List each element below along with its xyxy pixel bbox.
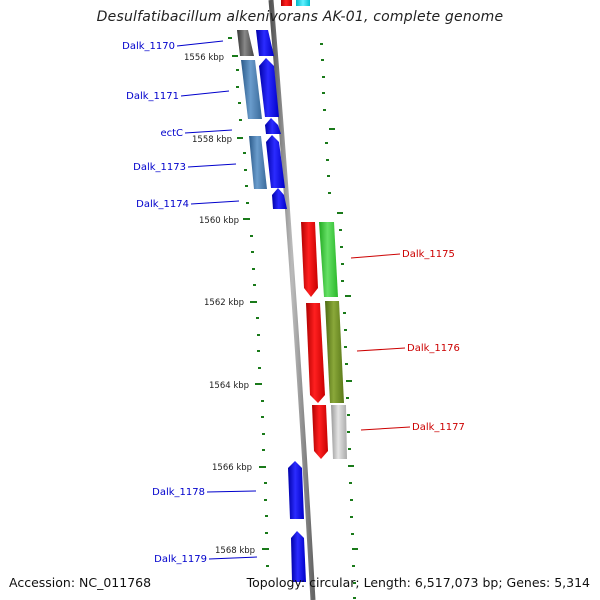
scale-label: 1568 kbp [215, 546, 255, 556]
scale-labels: 1556 kbp 1558 kbp 1560 kbp 1562 kbp 1564… [184, 53, 255, 556]
scale-label: 1564 kbp [209, 381, 249, 391]
gene-arrow [325, 301, 344, 403]
gene-label[interactable]: ectC [160, 128, 183, 139]
left-label-leaders [176, 40, 258, 560]
gene-label[interactable]: Dalk_1179 [154, 554, 207, 565]
gene-arrow [291, 531, 306, 582]
right-gene-arrows [301, 222, 347, 459]
gene-arrow [259, 58, 279, 117]
gene-label[interactable]: Dalk_1178 [152, 487, 205, 498]
scale-track-right [320, 43, 358, 599]
gene-arrow [272, 188, 287, 209]
gene-arrow [331, 405, 347, 459]
sequence-backbone [268, 0, 316, 600]
left-gene-labels: Dalk_1170 Dalk_1171 ectC Dalk_1173 Dalk_… [122, 41, 207, 565]
scale-label: 1558 kbp [192, 135, 232, 145]
scale-label: 1562 kbp [204, 298, 244, 308]
gene-label[interactable]: Dalk_1175 [402, 249, 455, 260]
gene-label[interactable]: Dalk_1177 [412, 422, 465, 433]
gene-arrow [265, 118, 281, 134]
scale-label: 1560 kbp [199, 216, 239, 226]
accession-label: Accession: NC_011768 [9, 575, 152, 590]
gene-arrow [249, 136, 267, 189]
gene-label[interactable]: Dalk_1174 [136, 199, 189, 210]
right-label-leaders [350, 253, 411, 431]
gene-arrow-top-red [281, 0, 292, 6]
gene-label[interactable]: Dalk_1176 [407, 343, 460, 354]
gene-label[interactable]: Dalk_1173 [133, 162, 186, 173]
gene-arrow [241, 60, 262, 119]
gene-label[interactable]: Dalk_1170 [122, 41, 175, 52]
scale-label: 1566 kbp [212, 463, 252, 473]
gene-arrow [288, 461, 304, 519]
gene-arrow [312, 405, 328, 459]
gene-arrow [319, 222, 338, 297]
right-gene-labels: Dalk_1175 Dalk_1176 Dalk_1177 [402, 249, 465, 433]
gene-arrow [306, 303, 325, 403]
scale-track-left [228, 37, 269, 567]
gene-arrow [301, 222, 318, 297]
scale-label: 1556 kbp [184, 53, 224, 63]
gene-arrow [256, 30, 274, 56]
topology-label: Topology: circular; Length: 6,517,073 bp… [246, 575, 590, 590]
map-title: Desulfatibacillum alkenivorans AK-01, co… [96, 9, 504, 25]
gene-arrow [237, 30, 254, 56]
gene-label[interactable]: Dalk_1171 [126, 91, 179, 102]
gene-arrow-top-cyan [296, 0, 310, 6]
left-gene-arrows [237, 30, 306, 582]
gene-arrow [266, 135, 285, 188]
